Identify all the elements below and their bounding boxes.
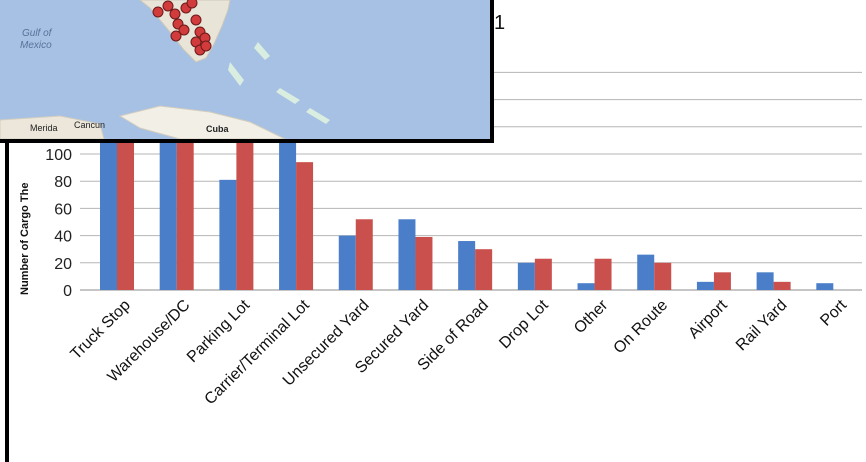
x-tick-label: Drop Lot xyxy=(496,296,552,352)
bar xyxy=(773,281,791,290)
place-label: Merida xyxy=(30,123,58,133)
water-label: Gulf of xyxy=(22,28,52,39)
bar xyxy=(696,281,714,290)
bar xyxy=(236,113,254,290)
bar xyxy=(458,241,476,290)
bar xyxy=(577,283,595,290)
x-tick-label: Other xyxy=(571,296,612,337)
bar xyxy=(637,254,655,290)
bar xyxy=(816,283,834,290)
y-tick-label: 0 xyxy=(63,283,72,300)
island-shape xyxy=(276,88,300,104)
y-tick-labels: 0 20 40 60 80 100 xyxy=(45,147,72,300)
map-inset: Gulf of Mexico Merida Cancun Cuba xyxy=(0,0,494,143)
x-tick-label: Carrier/Terminal Lot xyxy=(202,296,314,408)
y-tick-label: 80 xyxy=(54,174,72,191)
bar xyxy=(296,162,314,290)
cuba-landmass xyxy=(118,105,286,139)
y-tick-label: 20 xyxy=(54,256,72,273)
bar xyxy=(159,113,177,290)
island-shape xyxy=(254,42,270,60)
stray-text: 1 xyxy=(494,12,506,34)
y-axis-label: Number of Cargo The xyxy=(19,183,31,295)
bar xyxy=(713,272,731,290)
y-tick-label: 100 xyxy=(45,147,72,164)
bar xyxy=(279,113,297,290)
bar xyxy=(176,113,194,290)
bar xyxy=(100,113,117,290)
bar xyxy=(534,258,552,290)
bar xyxy=(338,235,356,290)
x-tick-label: On Route xyxy=(611,297,672,358)
map-graphic xyxy=(0,0,330,139)
island-shape xyxy=(306,108,330,124)
y-tick-label: 60 xyxy=(54,201,72,218)
bar xyxy=(654,262,672,290)
bar xyxy=(475,249,493,290)
x-tick-label: Airport xyxy=(685,296,731,342)
place-label: Cuba xyxy=(206,124,229,134)
y-tick-label: 40 xyxy=(54,229,72,246)
island-shape xyxy=(228,62,244,86)
place-label: Cancun xyxy=(74,120,106,130)
water-label: Mexico xyxy=(20,40,52,51)
bar xyxy=(117,113,134,290)
bar xyxy=(398,219,416,290)
bar xyxy=(219,179,237,290)
x-tick-label: Port xyxy=(817,296,850,329)
bar xyxy=(517,262,535,290)
bar xyxy=(415,236,433,290)
bar xyxy=(756,272,774,290)
x-tick-label: Rail Yard xyxy=(733,297,791,355)
bar xyxy=(355,219,373,290)
location-markers xyxy=(152,0,212,56)
bars xyxy=(100,113,834,290)
frame-border xyxy=(5,139,9,462)
bar xyxy=(594,258,612,290)
yucatan-landmass xyxy=(0,115,105,139)
